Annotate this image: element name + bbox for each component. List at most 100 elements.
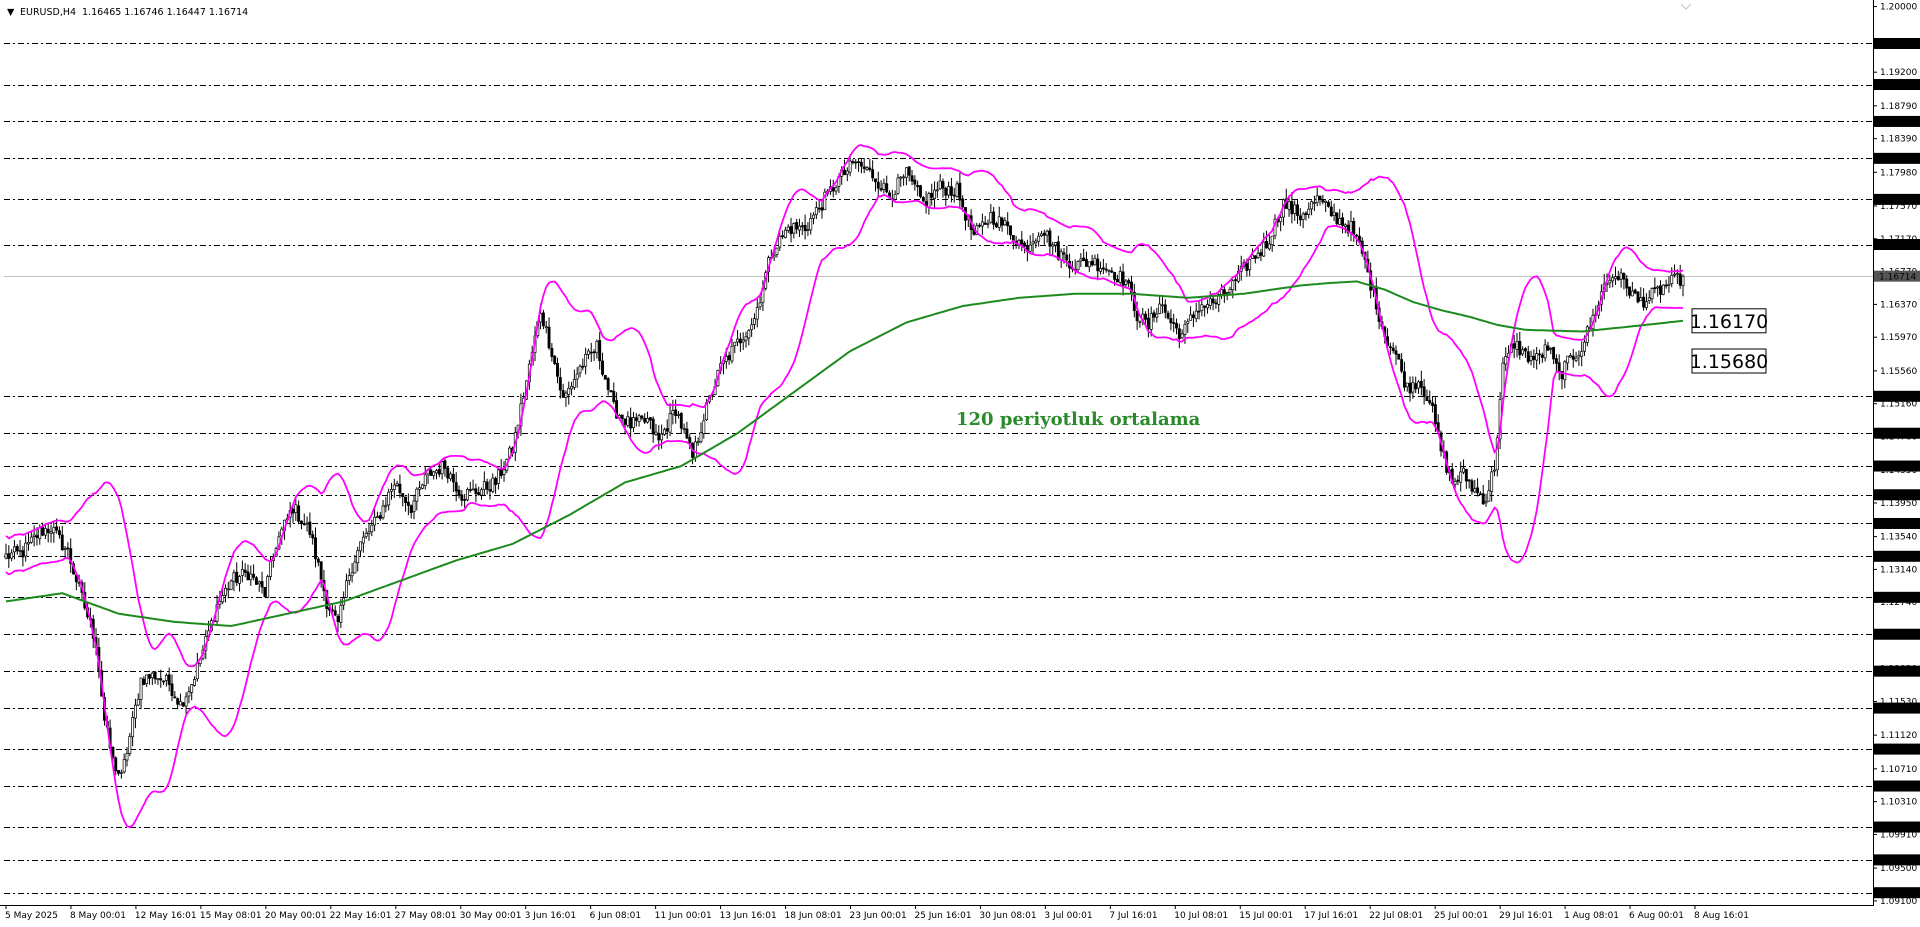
candle-body: [871, 169, 875, 179]
y-tick-label: 1.09500: [1880, 864, 1917, 874]
candle-body: [1062, 252, 1066, 255]
candle-body: [1453, 480, 1457, 485]
candle-body: [4, 553, 8, 559]
candle-body: [882, 182, 886, 190]
candle-body: [1433, 404, 1437, 425]
candle-body: [1166, 312, 1170, 319]
candle-body: [1183, 324, 1187, 335]
candle-body: [406, 501, 410, 506]
candle-body: [989, 212, 993, 223]
x-tick-label: 22 May 16:01: [330, 911, 392, 921]
candle-body: [1251, 254, 1254, 259]
x-tick-label: 3 Jul 00:01: [1044, 911, 1092, 921]
candle-body: [443, 460, 447, 469]
candle-body: [390, 489, 393, 492]
candle-body: [916, 185, 920, 188]
candle-body: [474, 488, 478, 494]
candle-body: [1169, 318, 1173, 324]
candle-body: [792, 223, 796, 234]
candle-body: [854, 161, 858, 164]
candle-body: [1118, 271, 1122, 283]
candle-body: [1290, 201, 1294, 215]
candle-body: [978, 224, 982, 227]
candle-body: [7, 553, 11, 559]
candle-body: [949, 186, 953, 196]
candle-body: [1557, 362, 1561, 373]
candle-body: [1107, 269, 1111, 272]
y-level-tag-label: 1.10950: [1879, 745, 1916, 755]
candle-body: [632, 417, 635, 428]
candle-body: [1343, 224, 1347, 227]
candle-body: [907, 166, 911, 176]
y-level-tag: [1874, 702, 1920, 714]
candle-body: [1518, 340, 1522, 356]
y-tick-label: 1.19200: [1880, 68, 1917, 78]
candle-body: [63, 548, 67, 550]
candle-body: [933, 189, 936, 199]
collapse-chevron-icon[interactable]: [1680, 3, 1692, 10]
candle-body: [294, 504, 298, 513]
candle-body: [1346, 224, 1350, 234]
level-lines: [4, 43, 1873, 894]
y-level-tag: [1874, 821, 1920, 833]
candle-body: [1318, 195, 1322, 201]
candle-body: [27, 541, 30, 545]
candle-body: [584, 353, 588, 367]
candle-body: [221, 595, 225, 603]
candle-body: [29, 536, 33, 543]
candle-body: [243, 569, 247, 573]
candle-body: [544, 326, 548, 329]
header-arrow-icon[interactable]: ▼: [7, 7, 15, 18]
candle-body: [904, 167, 908, 178]
candle-body: [1552, 347, 1556, 360]
y-tick-label: 1.17570: [1880, 202, 1917, 212]
candle-body: [392, 484, 396, 490]
candle-body: [1523, 348, 1527, 352]
candle-body: [1115, 278, 1119, 283]
y-level-tag-label: 1.12350: [1879, 630, 1916, 640]
bollinger-lower-band: [5, 193, 1684, 829]
candle-body: [1526, 351, 1530, 363]
candle-body: [859, 161, 863, 167]
x-tick-label: 12 May 16:01: [135, 911, 197, 921]
candle-body: [741, 339, 745, 343]
candle-body: [333, 610, 337, 616]
candle-body: [119, 771, 123, 774]
candle-body: [1659, 285, 1662, 295]
candle-body: [128, 735, 132, 754]
candle-body: [173, 696, 177, 699]
price-callout-label: 1.16170: [1690, 311, 1769, 333]
candle-body: [471, 488, 475, 491]
candle-body: [117, 770, 121, 774]
candle-body: [1504, 356, 1508, 365]
candle-body: [297, 505, 301, 522]
candle-body: [677, 414, 680, 416]
candle-body: [564, 392, 568, 398]
candle-body: [1464, 469, 1468, 482]
candle-body: [1462, 467, 1465, 473]
candle-body: [651, 418, 655, 435]
candle-body: [159, 678, 163, 681]
candle-body: [1093, 257, 1097, 266]
candle-body: [1298, 215, 1302, 221]
y-level-tag-label: 1.10500: [1879, 782, 1916, 792]
candle-body: [398, 483, 402, 494]
candle-body: [567, 387, 571, 395]
candle-body: [831, 187, 835, 192]
candle-body: [843, 169, 846, 176]
candle-body: [997, 216, 1001, 228]
candle-body: [468, 489, 472, 491]
candle-body: [1329, 206, 1333, 217]
candle-body: [1608, 279, 1612, 284]
candle-body: [899, 176, 903, 179]
candle-body: [60, 534, 64, 551]
candle-body: [1234, 279, 1238, 281]
candle-body: [1146, 317, 1150, 330]
x-tick-label: 30 May 00:01: [460, 911, 522, 921]
candle-body: [1422, 386, 1426, 397]
candle-body: [1490, 471, 1494, 492]
candle-body: [184, 696, 188, 707]
candle-body: [133, 704, 137, 719]
